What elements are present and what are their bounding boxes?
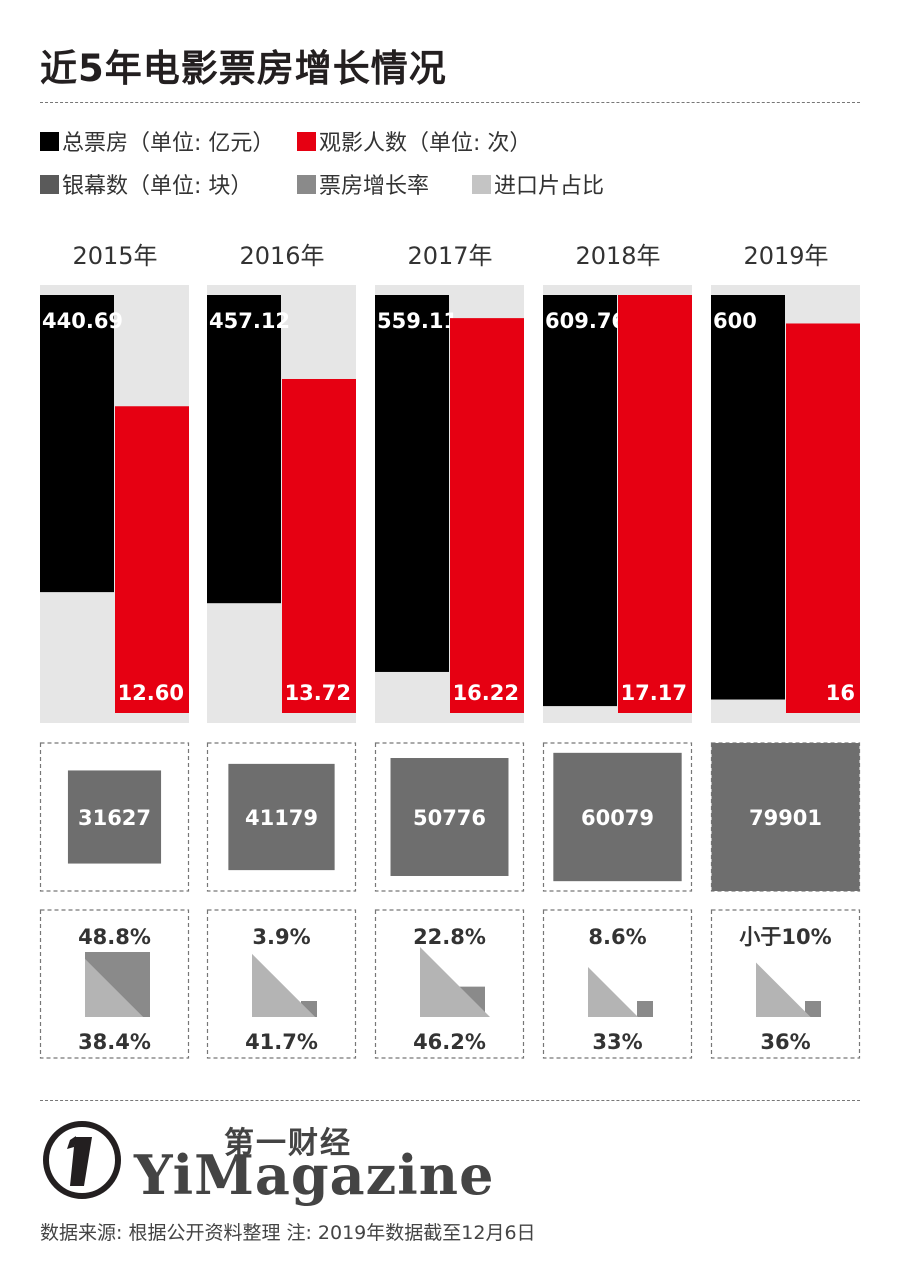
screens-square [67,770,162,864]
title-divider [40,102,860,103]
ratio-panel [39,909,190,1059]
legend-swatch-screens [40,174,59,194]
legend-item-box-office: 总票房（单位: 亿元） [40,125,274,157]
legend-label-import-share: 进口片占比 [494,174,605,199]
import-share-label: 36% [760,1030,810,1054]
footer-divider [40,1100,860,1101]
import-share-label: 33% [592,1030,642,1054]
import-share-label: 41.7% [245,1030,318,1054]
brand-chinese-name: 第一财经 [224,1126,352,1161]
import-share-triangle [85,958,144,1017]
attendance-value-label: 13.72 [285,681,351,705]
box-office-value-label: 559.11 [377,309,458,333]
box-office-bar [543,295,617,707]
legend-swatch-growth [297,174,316,194]
year-label: 2017年 [407,242,493,270]
screens-panel [374,742,525,892]
attendance-value-label: 17.17 [621,681,687,705]
box-office-bar [207,295,281,604]
screens-panel [542,742,693,892]
attendance-bar [115,406,189,713]
import-share-triangle [588,967,638,1017]
attendance-bar [450,318,524,713]
box-office-value-label: 609.76 [545,309,626,333]
screens-value-label: 79901 [749,806,822,830]
import-share-label: 46.2% [413,1030,486,1054]
legend-label-growth: 票房增长率 [319,174,430,199]
screens-value-label: 60079 [581,806,654,830]
legend-item-growth: 票房增长率 [297,168,429,200]
screens-value-label: 31627 [78,806,151,830]
legend-swatch-attendance [297,131,316,151]
yimagazine-logo [43,1121,121,1199]
box-office-value-label: 440.69 [42,309,123,333]
screens-value-label: 50776 [413,806,486,830]
attendance-bar [282,378,356,713]
growth-rate-label: 小于10% [739,925,831,949]
year-label: 2019年 [743,242,829,270]
attendance-value-label: 12.60 [118,681,184,705]
growth-rate-label: 22.8% [413,925,486,949]
attendance-value-label: 16.22 [453,681,519,705]
growth-rate-square [805,1001,821,1017]
legend-label-attendance: 观影人数（单位: 次） [319,131,532,156]
screens-square [390,758,509,876]
growth-rate-square [637,1001,653,1017]
screens-square [553,752,682,882]
box-office-bar [711,295,785,700]
ratio-panel [206,909,357,1059]
legend-swatch-box-office [40,131,59,151]
import-share-label: 38.4% [78,1030,151,1054]
screens-panel [39,742,190,892]
box-office-bar [40,295,114,593]
screens-value-label: 41179 [245,806,318,830]
legend-item-import-share: 进口片占比 [472,168,604,200]
growth-rate-label: 48.8% [78,925,151,949]
import-share-triangle [756,962,811,1017]
year-label: 2015年 [72,242,158,270]
box-office-value-label: 457.12 [209,309,290,333]
attendance-bar [786,323,860,713]
legend-label-screens: 银幕数（单位: 块） [62,174,253,199]
screens-square [711,743,860,891]
attendance-value-label: 16 [826,681,855,705]
legend-swatch-import-share [472,174,491,194]
box-office-bar [375,295,449,672]
screens-panel [206,742,357,892]
import-share-triangle [252,953,316,1017]
growth-rate-label: 8.6% [588,925,646,949]
legend-label-box-office: 总票房（单位: 亿元） [62,131,275,156]
year-label: 2016年 [239,242,325,270]
attendance-bar [618,295,692,713]
screens-square [228,763,335,871]
ratio-panel [374,909,525,1059]
source-note: 数据来源: 根据公开资料整理 注: 2019年数据截至12月6日 [40,1222,536,1244]
growth-rate-label: 3.9% [252,925,310,949]
import-share-triangle [420,947,490,1017]
legend-item-screens: 银幕数（单位: 块） [40,168,252,200]
legend-item-attendance: 观影人数（单位: 次） [297,125,531,157]
ratio-panel [710,909,861,1059]
brand-english-name: YiMagazine [134,1143,495,1207]
chart-title: 近5年电影票房增长情况 [40,47,447,90]
ratio-panel [542,909,693,1059]
box-office-value-label: 600 [713,309,757,333]
year-label: 2018年 [575,242,661,270]
chart-canvas: 440.69 12.60 31627 48.8% 38.4% 457.12 13.72 411… [39,285,861,1059]
